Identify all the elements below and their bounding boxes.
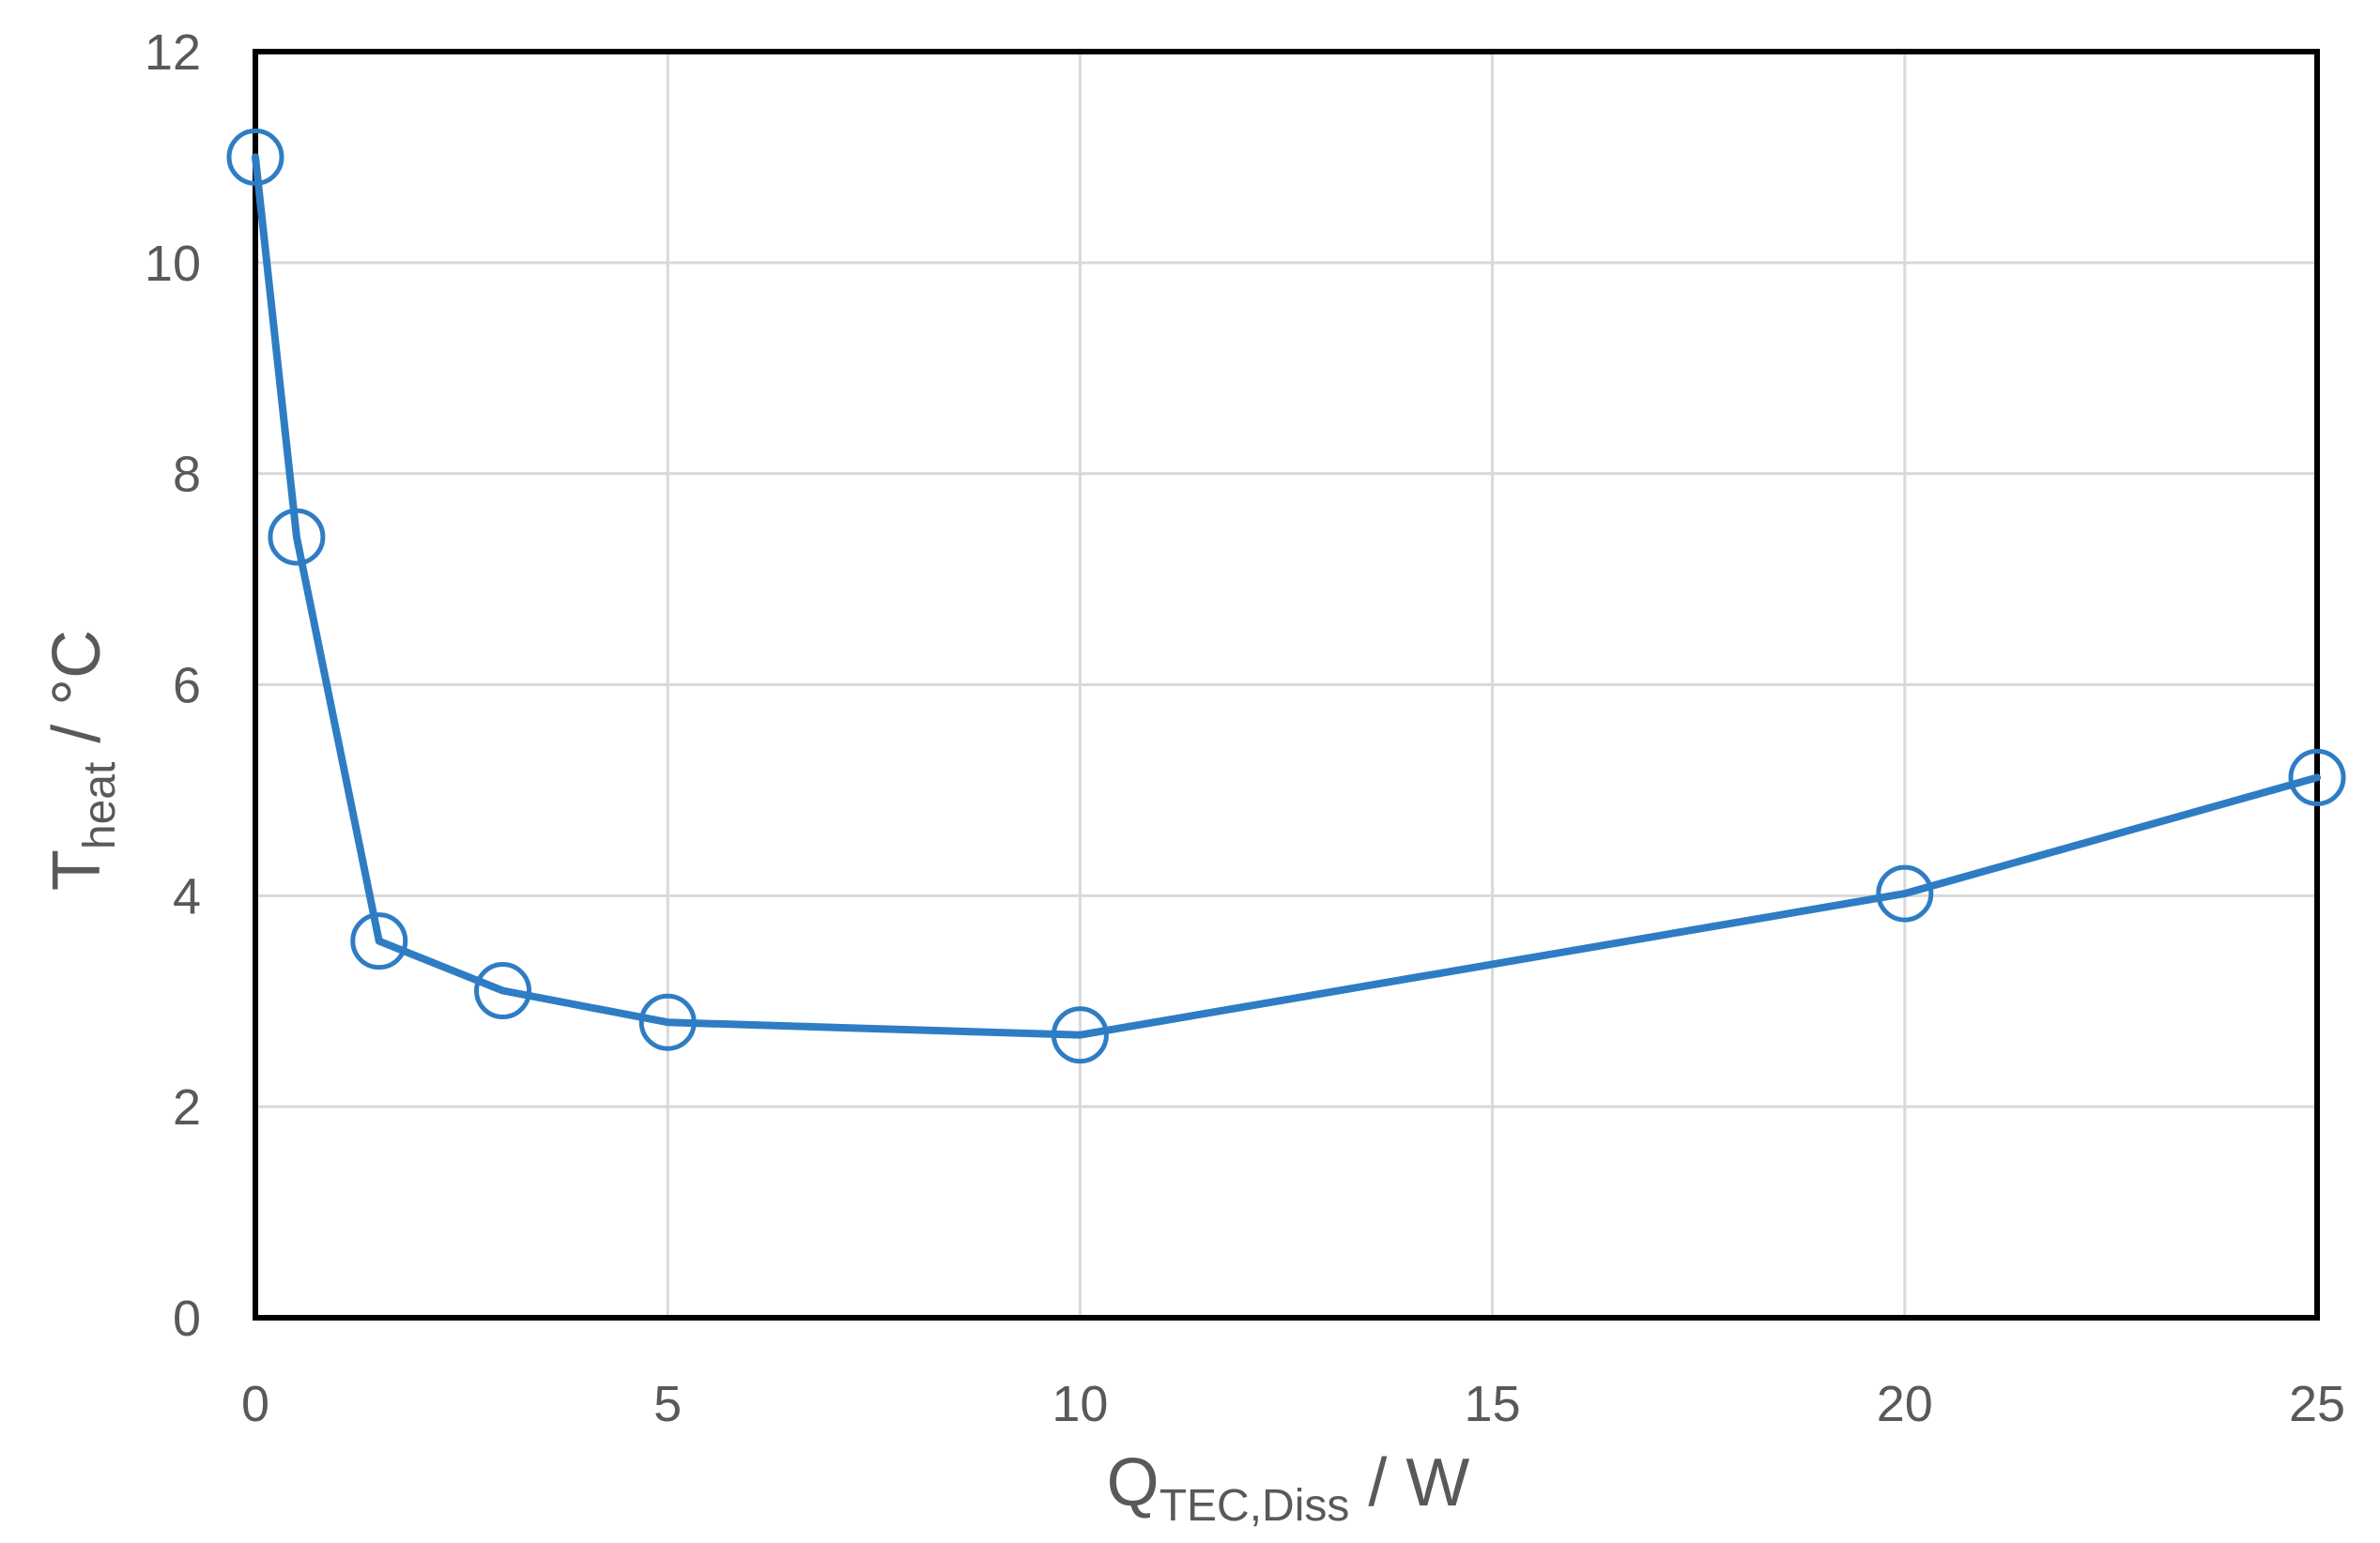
plot-frame — [253, 49, 2320, 1321]
y-tick-label: 0 — [173, 1291, 201, 1347]
data-point-marker — [1876, 864, 1934, 923]
x-tick-label: 0 — [241, 1376, 269, 1432]
y-axis-title: Theat / °C — [39, 630, 125, 891]
x-tick-label: 5 — [653, 1376, 682, 1432]
data-point-marker — [2288, 748, 2346, 806]
x-tick-label: 15 — [1465, 1376, 1521, 1432]
x-tick-label: 25 — [2289, 1376, 2345, 1432]
y-tick-label: 4 — [173, 868, 201, 924]
series-line — [252, 153, 2321, 1039]
y-tick-label: 2 — [173, 1079, 201, 1136]
data-point-marker — [638, 993, 697, 1051]
data-point-marker — [474, 962, 532, 1020]
grid-lines — [253, 50, 2319, 1320]
y-tick-label: 12 — [145, 24, 201, 81]
y-axis-title-unit: / °C — [39, 630, 115, 762]
x-axis-title-unit: / W — [1349, 1445, 1469, 1520]
y-axis-title-main: T — [39, 849, 115, 891]
x-axis-title-subscript: TEC,Diss — [1159, 1481, 1350, 1531]
x-tick-label: 20 — [1877, 1376, 1933, 1432]
y-tick-label: 6 — [173, 658, 201, 714]
y-tick-label: 8 — [173, 447, 201, 503]
x-axis-title: QTEC,Diss / W — [1107, 1445, 1470, 1531]
data-point-marker — [226, 128, 284, 186]
x-axis-title-main: Q — [1107, 1445, 1159, 1520]
y-tick-label: 10 — [145, 236, 201, 292]
data-series — [226, 128, 2346, 1064]
plot-border — [253, 49, 2320, 1321]
tick-labels: 0 2 4 6 8 10 12 0 5 10 15 20 25 — [145, 24, 2345, 1432]
x-tick-label: 10 — [1052, 1376, 1108, 1432]
data-point-marker — [350, 912, 408, 970]
data-point-marker — [268, 508, 326, 566]
data-point-marker — [1051, 1006, 1109, 1064]
y-axis-title-subscript: heat — [75, 762, 125, 849]
